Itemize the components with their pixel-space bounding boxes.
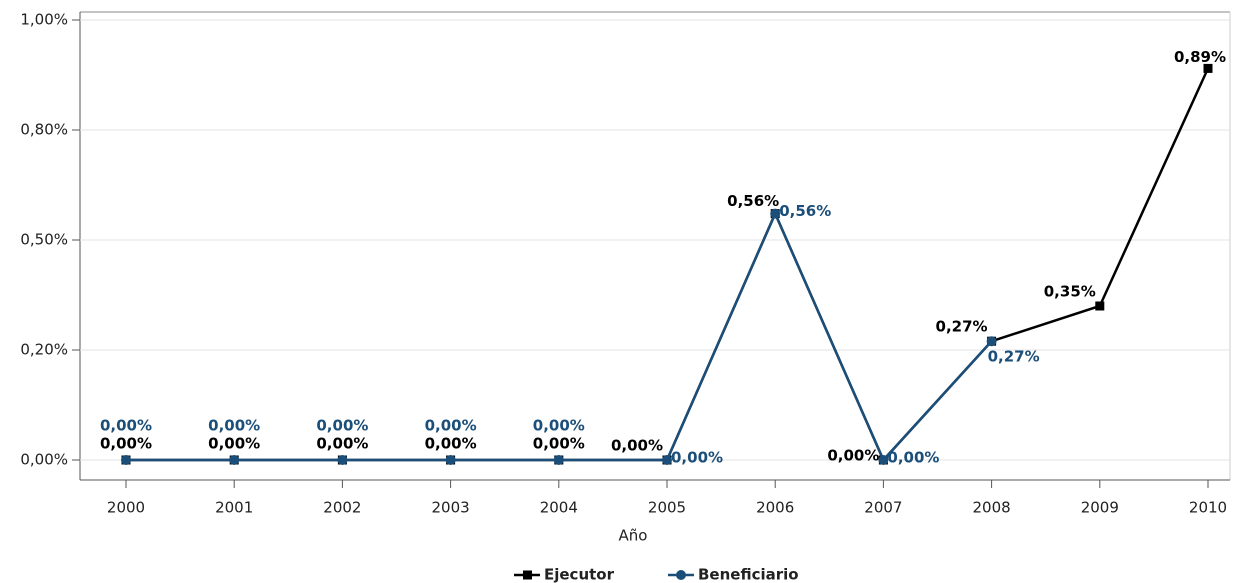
value-label: 0,00% <box>887 449 939 467</box>
marker <box>770 208 781 219</box>
marker <box>1095 301 1105 311</box>
x-tick-label: 2006 <box>756 499 794 517</box>
marker <box>337 455 348 465</box>
marker <box>986 336 997 347</box>
value-label: 0,89% <box>1174 48 1226 66</box>
marker <box>878 455 889 465</box>
value-label: 0,56% <box>779 202 831 220</box>
value-label: 0,00% <box>425 435 477 453</box>
x-tick-label: 2007 <box>864 499 902 517</box>
y-tick-label: 0,20% <box>20 341 68 359</box>
y-tick-label: 0,80% <box>20 121 68 139</box>
value-label: 0,00% <box>100 417 152 435</box>
marker <box>229 455 240 465</box>
y-tick-label: 1,00% <box>20 11 68 29</box>
value-label: 0,00% <box>827 447 879 465</box>
x-tick-label: 2001 <box>215 499 253 517</box>
x-tick-label: 2002 <box>323 499 361 517</box>
value-label: 0,00% <box>208 417 260 435</box>
value-label: 0,27% <box>988 348 1040 366</box>
y-tick-label: 0,00% <box>20 451 68 469</box>
x-axis-title: Año <box>619 527 648 545</box>
value-label: 0,56% <box>727 192 779 210</box>
marker <box>121 455 131 465</box>
marker <box>662 455 672 465</box>
x-tick-label: 2003 <box>432 499 470 517</box>
marker <box>445 455 456 465</box>
x-tick-label: 2004 <box>540 499 578 517</box>
series-line <box>126 67 1210 463</box>
x-tick-label: 2005 <box>648 499 686 517</box>
value-label: 0,00% <box>533 417 585 435</box>
value-label: 0,27% <box>936 318 988 336</box>
marker <box>553 455 564 465</box>
marker <box>1203 63 1213 73</box>
value-label: 0,00% <box>100 435 152 453</box>
legend-label: Beneficiario <box>698 566 799 583</box>
legend-label: Ejecutor <box>544 566 615 583</box>
value-label: 0,00% <box>425 417 477 435</box>
legend-marker <box>676 570 686 580</box>
value-label: 0,35% <box>1044 283 1096 301</box>
legend-marker <box>523 570 532 580</box>
x-tick-label: 2008 <box>973 499 1011 517</box>
x-tick-label: 2010 <box>1189 499 1227 517</box>
y-tick-label: 0,50% <box>20 231 68 249</box>
x-tick-label: 2009 <box>1081 499 1119 517</box>
value-label: 0,00% <box>671 449 723 467</box>
value-label: 0,00% <box>316 417 368 435</box>
value-label: 0,00% <box>611 437 663 455</box>
x-tick-label: 2000 <box>107 499 145 517</box>
value-label: 0,00% <box>533 435 585 453</box>
value-label: 0,00% <box>316 435 368 453</box>
value-label: 0,00% <box>208 435 260 453</box>
